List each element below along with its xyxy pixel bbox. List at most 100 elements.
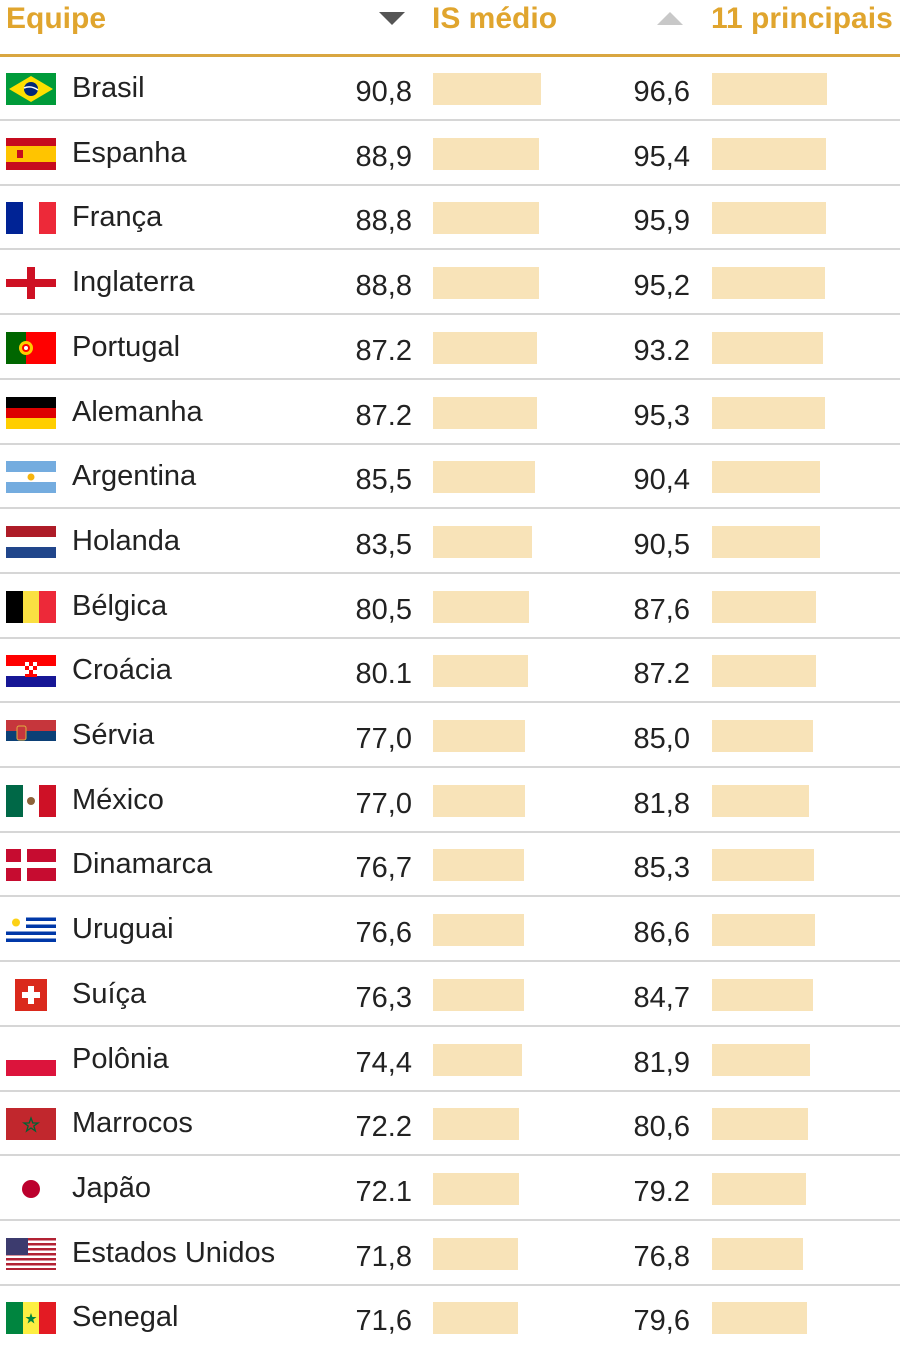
avg-bar — [433, 525, 533, 558]
top11-bar — [712, 720, 814, 752]
team-name: Alemanha — [72, 395, 203, 428]
avg-value: 80.1 — [355, 658, 412, 691]
sort-descending-icon[interactable] — [379, 12, 405, 25]
top11-bar — [712, 202, 827, 235]
team-name: Argentina — [72, 460, 197, 493]
avg-bar — [433, 978, 524, 1011]
avg-value: 76,3 — [355, 981, 412, 1014]
top11-bar — [712, 1043, 810, 1076]
table-header: Equipe IS médio 11 principais l — [0, 0, 900, 57]
avg-value: 83,5 — [355, 528, 412, 561]
sort-ascending-icon[interactable] — [657, 12, 683, 25]
top11-value: 80,6 — [633, 1111, 690, 1144]
top11-bar — [712, 137, 826, 170]
team-name: México — [72, 783, 164, 816]
portugal-flag-icon — [6, 331, 56, 364]
top11-bar — [712, 461, 820, 494]
top11-value: 96,6 — [633, 76, 690, 108]
top11-bar — [712, 1172, 807, 1205]
uruguay-flag-icon — [6, 914, 56, 947]
argentina-flag-icon — [6, 461, 56, 494]
table-row: Uruguai 76,6 86,6 — [0, 898, 900, 963]
avg-bar — [433, 1108, 519, 1141]
croatia-flag-icon — [6, 655, 56, 688]
table-row: Estados Unidos 71,8 76,8 — [0, 1222, 900, 1286]
top11-value: 90,4 — [633, 464, 690, 497]
team-name: Brasil — [72, 72, 145, 104]
japan-flag-icon — [6, 1172, 56, 1205]
avg-value: 71,8 — [355, 1240, 412, 1273]
avg-value: 87.2 — [355, 334, 412, 367]
table-row: Suíça 76,3 84,7 — [0, 963, 900, 1027]
avg-bar — [433, 331, 537, 364]
table-row: Espanha 88,9 95,4 — [0, 122, 900, 186]
top11-bar — [712, 396, 826, 429]
table-row: Argentina 85,5 90,4 — [0, 445, 900, 510]
spain-flag-icon — [6, 137, 56, 170]
top11-bar — [712, 655, 816, 688]
top11-value: 86,6 — [633, 917, 690, 950]
switzerland-flag-icon — [6, 978, 56, 1011]
table-row: Inglaterra 88,8 95,2 — [0, 251, 900, 316]
avg-bar — [433, 461, 535, 494]
denmark-flag-icon — [6, 849, 56, 882]
top11-value: 84,7 — [633, 981, 690, 1014]
avg-value: 76,7 — [355, 852, 412, 885]
top11-value: 85,3 — [633, 852, 690, 885]
poland-flag-icon — [6, 1043, 56, 1076]
table-row: Croácia 80.1 87.2 — [0, 639, 900, 704]
top11-value: 76,8 — [633, 1240, 690, 1273]
team-name: Suíça — [72, 977, 147, 1010]
avg-bar — [433, 784, 525, 817]
table-row: Senegal 71,6 79,6 — [0, 1286, 900, 1350]
top11-value: 95,4 — [633, 140, 690, 173]
brazil-flag-icon — [6, 73, 56, 105]
top11-bar — [712, 1302, 807, 1335]
avg-value: 74,4 — [355, 1046, 412, 1079]
top11-value: 95,2 — [633, 270, 690, 303]
avg-bar — [433, 1172, 519, 1205]
senegal-flag-icon — [6, 1302, 56, 1335]
top11-bar — [712, 914, 816, 947]
top11-value: 81,8 — [633, 787, 690, 820]
top11-column-header[interactable]: 11 principais l — [711, 2, 900, 35]
top11-bar — [712, 73, 827, 105]
avg-bar — [433, 267, 539, 300]
team-name: Croácia — [72, 654, 172, 687]
table-row: Japão 72.1 79.2 — [0, 1157, 900, 1221]
avg-column-header[interactable]: IS médio — [432, 2, 558, 35]
top11-bar — [712, 1108, 808, 1141]
top11-bar — [712, 978, 813, 1011]
team-name: Japão — [72, 1171, 152, 1204]
avg-bar — [433, 1302, 519, 1335]
avg-value: 76,6 — [355, 917, 412, 950]
top11-value: 79.2 — [633, 1175, 690, 1208]
table-row: Dinamarca 76,7 85,3 — [0, 833, 900, 898]
table-row: Marrocos 72.2 80,6 — [0, 1092, 900, 1157]
avg-value: 85,5 — [355, 464, 412, 497]
top11-bar — [712, 331, 823, 364]
top11-value: 95,9 — [633, 205, 690, 238]
top11-value: 93.2 — [633, 334, 690, 367]
top11-value: 81,9 — [633, 1046, 690, 1079]
top11-value: 85,0 — [633, 723, 690, 755]
avg-value: 77,0 — [355, 787, 412, 820]
morocco-flag-icon — [6, 1108, 56, 1141]
table-row: Bélgica 80,5 87,6 — [0, 575, 900, 639]
avg-value: 88,8 — [355, 205, 412, 238]
table-row: Polônia 74,4 81,9 — [0, 1028, 900, 1092]
top11-value: 79,6 — [633, 1305, 690, 1338]
team-column-header[interactable]: Equipe — [6, 2, 107, 35]
table-row: França 88,8 95,9 — [0, 186, 900, 251]
team-name: Senegal — [72, 1301, 179, 1334]
avg-bar — [433, 202, 539, 235]
top11-value: 95,3 — [633, 399, 690, 432]
table-row: Holanda 83,5 90,5 — [0, 510, 900, 574]
team-name: Polônia — [72, 1042, 169, 1075]
table-row: Sérvia 77,0 85,0 — [0, 704, 900, 768]
avg-bar — [433, 137, 539, 170]
germany-flag-icon — [6, 396, 56, 429]
avg-bar — [433, 720, 525, 752]
belgium-flag-icon — [6, 590, 56, 623]
top11-value: 87.2 — [633, 658, 690, 691]
